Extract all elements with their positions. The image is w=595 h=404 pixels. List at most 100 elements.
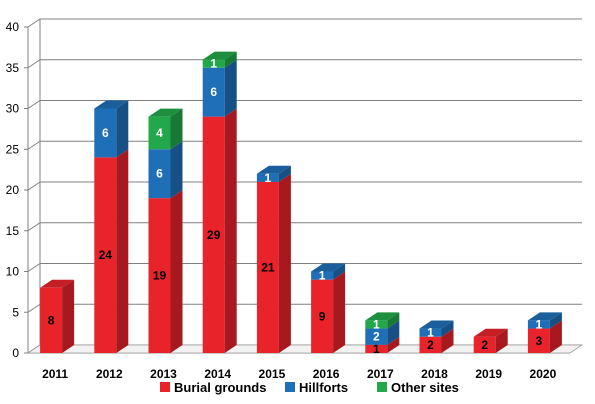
data-label: 24 <box>99 248 113 262</box>
y-tick-label: 0 <box>12 346 19 360</box>
x-tick-label: 2012 <box>96 367 123 381</box>
bar-segment-side <box>278 173 291 353</box>
bar-segment <box>202 67 225 117</box>
data-label: 1 <box>319 269 326 283</box>
bar-segment-side <box>549 312 562 329</box>
data-label: 1 <box>373 317 380 331</box>
data-label: 6 <box>156 167 163 181</box>
bar-segment-top <box>311 263 346 272</box>
bar-segment-top <box>527 312 562 321</box>
bar-segment-top <box>148 108 183 117</box>
legend-swatch <box>377 382 387 392</box>
bar-segment-side <box>224 51 237 68</box>
legend-item: Burial grounds <box>160 380 266 395</box>
x-tick-label: 2018 <box>421 367 448 381</box>
gridline-depth <box>27 222 41 232</box>
bar-2017: 121 <box>365 312 400 356</box>
data-label: 6 <box>210 85 217 99</box>
data-label: 29 <box>207 228 221 242</box>
bar-segment-top <box>40 279 75 288</box>
legend-label: Other sites <box>391 380 459 395</box>
y-tick-label: 35 <box>6 61 20 75</box>
gridline-depth <box>27 303 41 313</box>
data-label: 6 <box>102 126 109 140</box>
bar-segment-side <box>333 271 346 353</box>
legend: Burial grounds Hillforts Other sites <box>160 380 459 395</box>
bar-2016: 91 <box>311 263 346 353</box>
data-label: 1 <box>265 171 272 185</box>
bar-2011: 8 <box>40 279 75 353</box>
data-label: 19 <box>153 269 167 283</box>
bar-segment-side <box>170 190 183 353</box>
bar-segment-side <box>495 328 508 353</box>
bar-2019: 2 <box>473 328 508 353</box>
bar-segment-top <box>473 328 508 337</box>
y-tick-label: 15 <box>6 224 20 238</box>
y-tick-label: 30 <box>6 102 20 116</box>
data-label: 1 <box>210 57 217 71</box>
bar-segment-top <box>256 165 291 174</box>
gridline-depth <box>27 59 41 69</box>
gridline-depth <box>27 18 41 28</box>
bar-segment-side <box>170 141 183 199</box>
bar-segment-side <box>62 279 75 353</box>
bar-segment-side <box>387 320 400 345</box>
bar-segment <box>148 198 171 353</box>
bar-segment-side <box>170 108 183 150</box>
bar-segment-side <box>549 320 562 353</box>
y-tick-label: 5 <box>12 305 19 319</box>
bar-segment-side <box>116 149 129 353</box>
data-label: 8 <box>48 313 55 327</box>
bar-segment-side <box>387 312 400 329</box>
bar-segment <box>40 287 63 353</box>
data-label: 1 <box>373 342 380 356</box>
data-label: 4 <box>156 126 163 140</box>
bar-segment-side <box>441 320 454 337</box>
legend-swatch <box>285 382 295 392</box>
x-axis: 2011 2012 2013 2014 2015 2016 2017 2018 2019 2020 <box>42 367 556 381</box>
bar-segment <box>419 336 442 353</box>
bar-2020: 31 <box>527 312 562 353</box>
gridline-depth <box>27 140 41 150</box>
x-tick-label: 2015 <box>259 367 286 381</box>
bar-segment-top <box>94 100 129 109</box>
bar-segment-side <box>441 328 454 353</box>
bar-segment-top <box>365 312 400 321</box>
bar-segment <box>256 173 279 182</box>
bar-segment <box>202 116 225 354</box>
bar-segment <box>311 279 334 353</box>
legend-item: Other sites <box>377 380 459 395</box>
bar-segment <box>202 59 225 68</box>
legend-swatch <box>160 382 170 392</box>
bar-segment <box>148 149 171 199</box>
bar-segment <box>527 328 550 353</box>
bar-segment-side <box>116 100 129 158</box>
x-tick-label: 2011 <box>42 367 68 381</box>
bar-segment-top <box>419 320 454 329</box>
bar-segment <box>473 336 496 353</box>
y-axis: 0 5 10 15 20 25 30 35 40 <box>6 20 20 360</box>
bar-segment <box>311 271 334 280</box>
bar-segment <box>148 116 171 150</box>
bar-2015: 21 1 <box>256 165 291 353</box>
bar-segment-side <box>387 336 400 353</box>
x-tick-label: 2016 <box>313 367 340 381</box>
data-label: 2 <box>373 330 380 344</box>
x-tick-label: 2013 <box>150 367 177 381</box>
x-tick-label: 2017 <box>367 367 394 381</box>
bar-segment <box>94 108 117 158</box>
bar-segment-side <box>278 165 291 182</box>
x-tick-label: 2019 <box>475 367 502 381</box>
legend-item: Hillforts <box>285 380 348 395</box>
y-tick-label: 10 <box>6 265 20 279</box>
bar-2018: 21 <box>419 320 454 353</box>
y-tick-label: 20 <box>6 183 20 197</box>
data-label: 2 <box>481 338 488 352</box>
legend-label: Burial grounds <box>174 380 266 395</box>
data-label: 21 <box>261 260 275 274</box>
bar-segment <box>256 181 279 353</box>
bar-segment <box>527 320 550 329</box>
